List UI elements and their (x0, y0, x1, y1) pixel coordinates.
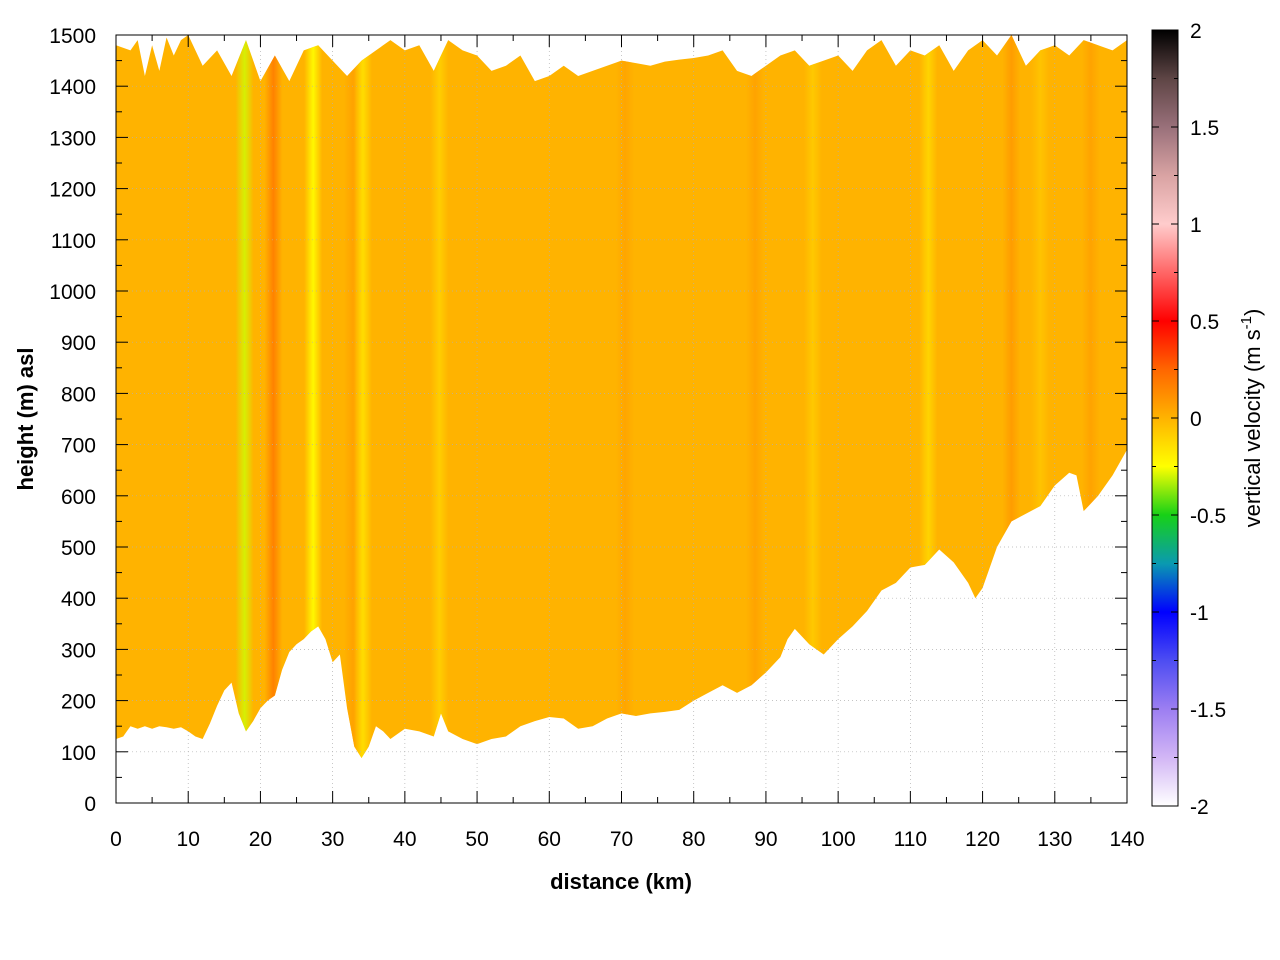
x-tick-label: 80 (682, 828, 705, 851)
colorbar-tick-label: -2 (1190, 796, 1209, 819)
y-axis: 0 100 200 300 400 500 600 700 800 900 1000 1100 1200… (49, 25, 1127, 816)
x-tick-label: 130 (1037, 828, 1072, 851)
velocity-band (616, 35, 635, 758)
velocity-band (1081, 35, 1100, 758)
y-tick-label: 400 (61, 588, 96, 611)
y-tick-label: 900 (61, 332, 96, 355)
x-tick-label: 40 (393, 828, 416, 851)
grid (116, 35, 1127, 803)
x-tick-label: 140 (1109, 828, 1144, 851)
colorbar-tick-label: -0.5 (1190, 505, 1226, 528)
velocity-band (235, 35, 254, 758)
y-tick-label: 300 (61, 639, 96, 662)
y-tick-label: 1100 (51, 230, 96, 253)
x-tick-label: 60 (538, 828, 561, 851)
colorbar-ticks: 2 1.5 1 0.5 0 -0.5 -1 -1.5 -2 (1152, 20, 1226, 819)
velocity-band (304, 35, 323, 758)
velocity-band (264, 35, 283, 758)
x-tick-label: 30 (321, 828, 344, 851)
x-tick-label: 50 (465, 828, 488, 851)
x-tick-label: 10 (177, 828, 200, 851)
x-tick-label: 70 (610, 828, 633, 851)
x-tick-label: 0 (110, 828, 122, 851)
x-tick-label: 110 (894, 828, 927, 851)
velocity-band (746, 35, 765, 758)
x-axis-title: distance (km) (550, 869, 692, 894)
colorbar-tick-label: 1.5 (1190, 117, 1219, 140)
colorbar: 2 1.5 1 0.5 0 -0.5 -1 -1.5 -2 vertical velocity … (1151, 20, 1265, 819)
velocity-band (1002, 35, 1021, 758)
y-tick-label: 100 (61, 742, 96, 765)
y-tick-label: 0 (84, 793, 96, 816)
x-tick-label: 90 (754, 828, 777, 851)
y-tick-label: 600 (61, 486, 96, 509)
x-tick-label: 120 (965, 828, 1000, 851)
colorbar-tick-label: 0.5 (1190, 311, 1219, 334)
y-tick-label: 1000 (49, 281, 96, 304)
y-tick-label: 500 (61, 537, 96, 560)
velocity-band (803, 35, 822, 758)
y-tick-label: 1300 (49, 127, 96, 150)
velocity-band (919, 35, 938, 758)
y-tick-label: 1200 (49, 179, 96, 202)
colorbar-tick-label: -1.5 (1190, 699, 1226, 722)
x-tick-label: 20 (249, 828, 272, 851)
y-tick-label: 700 (61, 435, 96, 458)
y-tick-label: 200 (61, 691, 96, 714)
velocity-band (1031, 35, 1050, 758)
y-axis-title: height (m) asl (13, 347, 38, 490)
velocity-band (430, 35, 449, 758)
colorbar-title-superscript: -1 (1238, 316, 1255, 329)
y-tick-label: 1500 (49, 25, 96, 48)
x-tick-label: 100 (821, 828, 856, 851)
colorbar-tick-label: -1 (1190, 602, 1209, 625)
colorbar-tick-label: 1 (1190, 214, 1202, 237)
colorbar-tick-label: 0 (1190, 408, 1202, 431)
velocity-band (353, 35, 372, 758)
colorbar-tick-label: 2 (1190, 20, 1202, 43)
x-axis: 0 10 20 30 40 50 60 70 80 90 100 110 120 130 140 (110, 35, 1145, 851)
y-tick-label: 800 (61, 383, 96, 406)
colorbar-title: vertical velocity (m s-1) (1238, 309, 1265, 528)
y-tick-label: 1400 (49, 76, 96, 99)
